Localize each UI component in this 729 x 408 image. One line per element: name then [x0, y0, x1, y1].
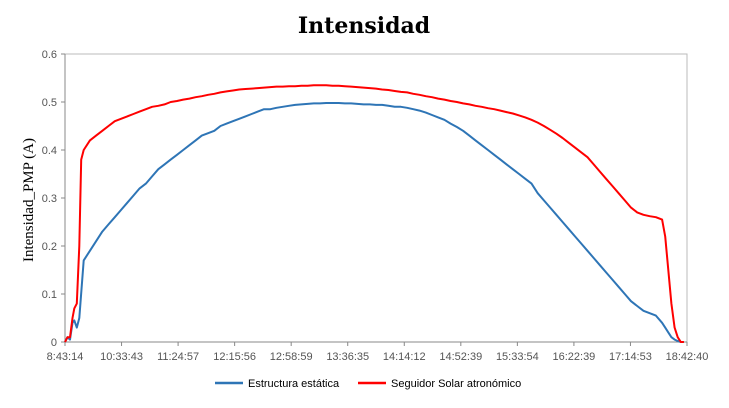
y-tick-label: 0.2 [42, 241, 57, 253]
x-tick-label: 13:36:35 [326, 351, 369, 363]
y-axis-label: Intensidad_PMP (A) [21, 138, 37, 262]
axes: 0 0.1 0.2 0.3 0.4 0.5 0.6 8:43:14 10:33:43 11:24:… [42, 49, 709, 363]
x-tick-label: 10:33:43 [100, 351, 143, 363]
legend-label-1: Seguidor Solar atronómico [391, 378, 521, 390]
x-tick-label: 12:58:59 [270, 351, 313, 363]
x-tick-label: 14:52:39 [439, 351, 482, 363]
y-tick-label: 0.3 [42, 193, 57, 205]
y-tick-label: 0.4 [42, 145, 57, 157]
legend: Estructura estática Seguidor Solar atronó… [215, 378, 521, 390]
plot-area [64, 53, 688, 343]
x-tick-label: 14:14:12 [383, 351, 426, 363]
series-line-0 [64, 102, 684, 343]
series-group [64, 84, 684, 343]
x-tick-label: 8:43:14 [47, 351, 84, 363]
series-line-1 [64, 84, 684, 343]
x-tick-label: 12:15:56 [213, 351, 256, 363]
plot-border [64, 53, 688, 343]
legend-label-0: Estructura estática [248, 378, 340, 390]
x-tick-label: 11:24:57 [157, 351, 199, 363]
y-tick-label: 0.5 [42, 97, 57, 109]
y-tick-label: 0.1 [42, 289, 57, 301]
y-tick-label: 0.6 [42, 49, 57, 61]
x-tick-label: 17:14:53 [609, 351, 652, 363]
x-tick-label: 18:42:40 [666, 351, 709, 363]
chart-title: Intensidad [298, 13, 430, 39]
y-tick-label: 0 [51, 337, 57, 349]
x-tick-label: 15:33:54 [496, 351, 539, 363]
x-tick-label: 16:22:39 [552, 351, 595, 363]
